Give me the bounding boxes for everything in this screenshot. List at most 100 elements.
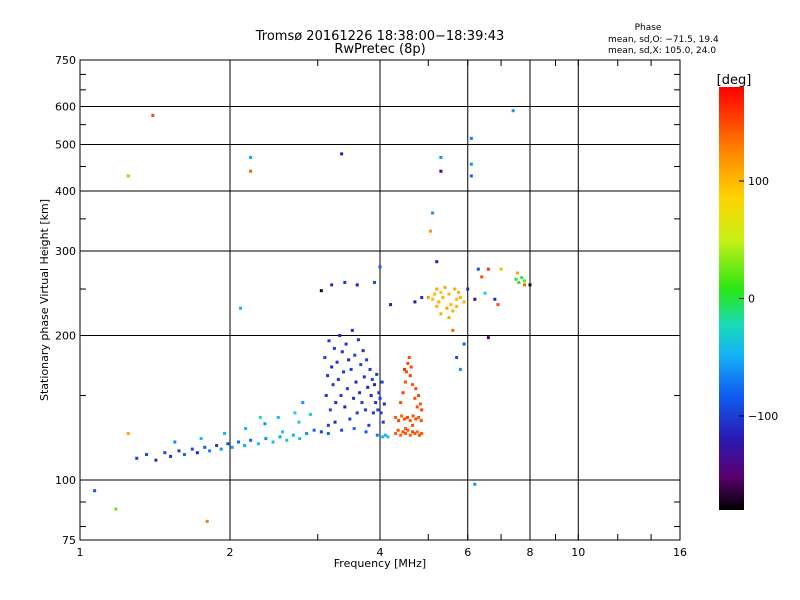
- data-point: [151, 113, 155, 117]
- phase-stats-o: mean, sd,O: −71.5, 19.4: [608, 35, 719, 45]
- data-point: [358, 391, 362, 395]
- data-point: [408, 374, 412, 378]
- x-tick-label: 4: [377, 546, 384, 559]
- data-point: [285, 438, 289, 442]
- data-point: [203, 445, 207, 449]
- data-point: [305, 432, 309, 436]
- data-point: [420, 296, 424, 300]
- data-point: [326, 374, 330, 378]
- y-axis-label: Stationary phase Virtual Height [km]: [38, 199, 51, 401]
- data-point: [363, 408, 367, 412]
- data-point: [413, 396, 417, 400]
- data-point: [380, 380, 384, 384]
- y-tick-label: 300: [55, 245, 76, 258]
- data-point: [350, 328, 354, 332]
- data-point: [408, 433, 412, 437]
- data-point: [364, 430, 368, 434]
- data-point: [439, 155, 443, 159]
- data-point: [435, 260, 439, 264]
- data-point: [370, 377, 374, 381]
- data-point: [511, 109, 515, 113]
- x-tick-label: 16: [673, 546, 687, 559]
- y-tick-label: 750: [55, 54, 76, 67]
- data-point: [493, 297, 497, 301]
- data-point: [319, 430, 323, 434]
- data-point: [177, 449, 181, 453]
- data-point: [399, 433, 403, 437]
- data-point: [455, 355, 459, 359]
- data-point: [226, 442, 230, 446]
- data-point: [411, 414, 415, 418]
- data-point: [223, 432, 227, 436]
- data-point: [378, 396, 382, 400]
- data-point: [520, 276, 524, 280]
- x-tick-label: 6: [464, 546, 471, 559]
- data-point: [431, 211, 435, 215]
- data-point: [326, 432, 330, 436]
- colorbar-tick-label: −100: [748, 410, 778, 423]
- data-point: [278, 435, 282, 439]
- x-tick-label: 8: [527, 546, 534, 559]
- data-point: [355, 283, 359, 287]
- data-point: [413, 300, 417, 304]
- data-point: [339, 394, 343, 398]
- data-point: [431, 297, 435, 301]
- data-point: [330, 283, 334, 287]
- data-point: [447, 316, 451, 320]
- data-point: [356, 338, 360, 342]
- phase-stats-x: mean, sd,X: 105.0, 24.0: [608, 46, 716, 56]
- colorbar-label: [deg]: [717, 73, 752, 88]
- data-point: [352, 396, 356, 400]
- data-point: [244, 427, 248, 431]
- data-point: [407, 355, 411, 359]
- data-point: [360, 401, 364, 405]
- data-point: [439, 290, 443, 294]
- data-point: [154, 458, 158, 462]
- data-point: [205, 519, 209, 523]
- data-point: [411, 430, 415, 434]
- data-point: [298, 437, 302, 441]
- data-point: [386, 435, 390, 439]
- data-point: [397, 419, 401, 423]
- data-point: [381, 420, 385, 424]
- data-point: [462, 342, 466, 346]
- data-point: [403, 380, 407, 384]
- data-point: [403, 432, 407, 436]
- data-point: [199, 437, 203, 441]
- data-point: [426, 296, 430, 300]
- data-point: [417, 415, 421, 419]
- data-point: [348, 417, 352, 421]
- data-point: [352, 427, 356, 431]
- data-point: [451, 328, 455, 332]
- data-point: [340, 350, 344, 354]
- x-tick-label: 2: [227, 546, 234, 559]
- data-point: [401, 391, 405, 395]
- grid: [80, 60, 680, 540]
- data-point: [417, 433, 421, 437]
- data-point: [208, 449, 212, 453]
- data-point: [496, 303, 500, 307]
- data-point: [334, 401, 338, 405]
- data-point: [406, 361, 410, 365]
- data-point: [455, 297, 459, 301]
- data-point: [439, 169, 443, 173]
- data-point: [343, 405, 347, 409]
- data-point: [458, 296, 462, 300]
- data-point: [499, 267, 503, 271]
- data-point: [301, 401, 305, 405]
- data-point: [373, 383, 377, 387]
- data-point: [340, 428, 344, 432]
- data-point: [517, 280, 521, 284]
- data-point: [457, 290, 461, 294]
- data-point: [332, 346, 336, 350]
- data-point: [331, 383, 335, 387]
- data-point: [374, 401, 378, 405]
- data-point: [428, 229, 432, 233]
- data-point: [243, 444, 247, 448]
- data-point: [469, 162, 473, 166]
- data-point: [439, 312, 443, 316]
- data-point: [480, 275, 484, 279]
- data-point: [515, 271, 519, 275]
- data-point: [330, 365, 334, 369]
